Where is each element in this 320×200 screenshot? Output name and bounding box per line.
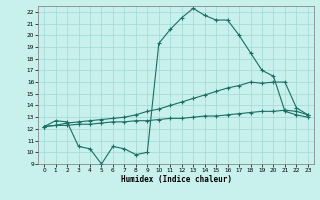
X-axis label: Humidex (Indice chaleur): Humidex (Indice chaleur) — [121, 175, 231, 184]
